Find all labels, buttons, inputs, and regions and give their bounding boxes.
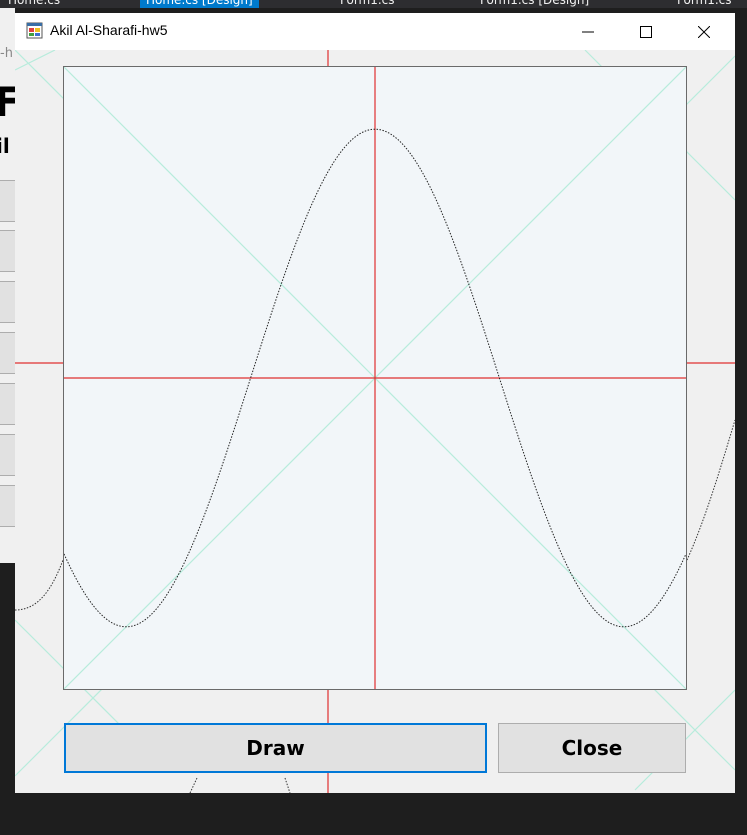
app-window: Akil Al-Sharafi-hw5 bbox=[15, 13, 735, 793]
ide-tab[interactable]: Form1.cs [Design] bbox=[480, 0, 590, 7]
ide-tab-strip: Home.cs Home.cs [Design] Form1.cs Form1.… bbox=[0, 0, 747, 8]
ide-designer-button[interactable] bbox=[0, 485, 15, 527]
ide-designer-button[interactable] bbox=[0, 434, 15, 476]
window-title: Akil Al-Sharafi-hw5 bbox=[50, 22, 168, 38]
plot-panel bbox=[63, 66, 687, 690]
ide-designer-panel: -h Fo il bbox=[0, 8, 15, 563]
ide-designer-button[interactable] bbox=[0, 332, 15, 374]
winforms-app-icon bbox=[26, 22, 43, 39]
ide-tab[interactable]: Home.cs bbox=[8, 0, 61, 7]
ide-designer-button[interactable] bbox=[0, 383, 15, 425]
background-curve bbox=[15, 419, 735, 793]
maximize-icon bbox=[640, 25, 652, 38]
ide-designer-button[interactable] bbox=[0, 281, 15, 323]
minimize-button[interactable] bbox=[559, 13, 617, 50]
ide-tab[interactable]: Form1.cs bbox=[677, 0, 732, 7]
close-icon bbox=[698, 25, 710, 38]
ide-tab[interactable]: Form1.cs bbox=[340, 0, 395, 7]
close-window-button[interactable] bbox=[675, 13, 733, 50]
ide-designer-button[interactable] bbox=[0, 180, 15, 222]
plot-canvas bbox=[64, 67, 686, 689]
ide-hint-text: -h bbox=[0, 46, 13, 61]
close-button[interactable]: Close bbox=[498, 723, 686, 773]
maximize-button[interactable] bbox=[617, 13, 675, 50]
title-bar[interactable]: Akil Al-Sharafi-hw5 bbox=[15, 13, 735, 50]
ide-designer-button[interactable] bbox=[0, 230, 15, 272]
ide-background bbox=[0, 563, 15, 835]
minimize-icon bbox=[582, 31, 594, 32]
ide-tab-active[interactable]: Home.cs [Design] bbox=[140, 0, 259, 8]
ide-form-heading: Fo bbox=[0, 80, 15, 126]
ide-form-subheading: il bbox=[0, 134, 10, 158]
draw-button[interactable]: Draw bbox=[64, 723, 487, 773]
plot-series-line bbox=[64, 128, 686, 628]
